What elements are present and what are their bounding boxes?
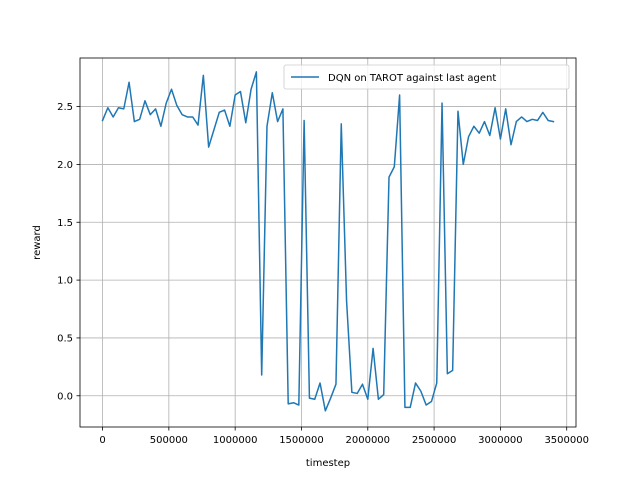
- x-tick-label: 1500000: [279, 435, 324, 446]
- axis-ticks: 0 500000 1000000 1500000 2000000 2500000 30000…: [57, 102, 589, 446]
- legend-box: [283, 64, 570, 90]
- x-tick-label: 2500000: [412, 435, 457, 446]
- x-tick-label: 500000: [150, 435, 188, 446]
- x-tick-label: 3000000: [478, 435, 523, 446]
- y-tick-label: 0.0: [57, 391, 73, 402]
- series-line: [101, 71, 555, 412]
- x-tick-label: 1000000: [213, 435, 258, 446]
- plot-area: [80, 58, 576, 427]
- y-tick-label: 2.0: [57, 160, 73, 171]
- x-tick-label: 0: [99, 435, 105, 446]
- x-tick-label: 3500000: [544, 435, 589, 446]
- x-axis-label: timestep: [306, 458, 350, 469]
- legend-label: DQN on TAROT against last agent: [328, 73, 496, 84]
- plot-frame: [79, 57, 577, 428]
- y-tick-label: 0.5: [57, 333, 73, 344]
- x-tick-label: 2000000: [346, 435, 391, 446]
- legend: DQN on TAROT against last agent: [283, 64, 570, 90]
- y-tick-label: 1.0: [57, 276, 73, 287]
- y-axis-label: reward: [32, 225, 43, 260]
- grid-lines: [80, 58, 576, 427]
- series-layer: [101, 71, 555, 412]
- y-tick-label: 1.5: [57, 218, 73, 229]
- y-tick-label: 2.5: [57, 102, 73, 113]
